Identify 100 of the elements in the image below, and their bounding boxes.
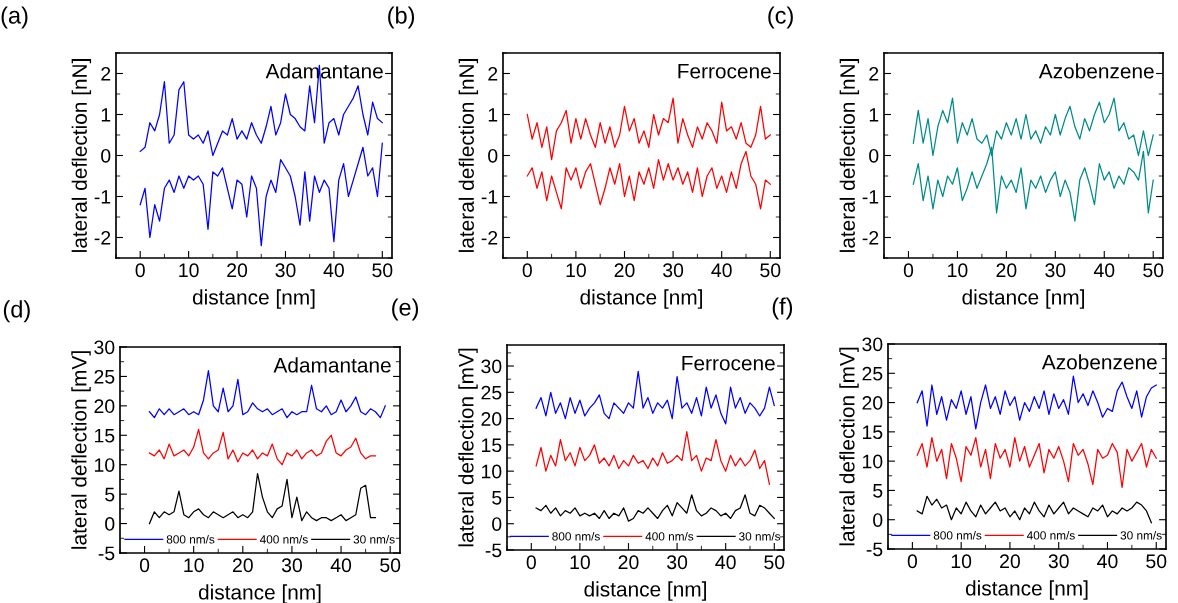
y-axis-title: lateral deflection [nN]: [71, 59, 92, 252]
y-tick-label: 0: [873, 513, 883, 527]
y-tick-label: -1: [94, 190, 111, 204]
line-series: [139, 142, 383, 247]
y-tick-label: 1: [101, 108, 111, 122]
x-tick-label: 10: [948, 263, 968, 278]
x-axis-title: distance [nm]: [962, 289, 1084, 309]
line-series: [526, 150, 771, 210]
x-tick-label: 50: [760, 263, 781, 278]
y-tick-label: 2: [488, 66, 498, 81]
y-tick-label: -5: [485, 543, 502, 558]
x-tick-label: 10: [184, 558, 204, 573]
x-tick-label: 40: [330, 558, 352, 573]
x-tick-label: 30: [281, 558, 302, 573]
y-tick-label: -1: [481, 190, 498, 204]
y-tick-label: 0: [105, 517, 115, 531]
line-series: [535, 494, 775, 522]
y-tick-label: 10: [95, 458, 115, 472]
y-axis-title: lateral deflection [mV]: [71, 351, 91, 549]
x-axis-title: distance [nm]: [584, 581, 706, 601]
x-tick-label: 0: [526, 555, 536, 570]
x-tick-label: 20: [1000, 554, 1020, 569]
x-tick-label: 0: [522, 263, 532, 278]
annotation: Ferrocene: [678, 64, 771, 79]
y-tick-label: 30: [481, 359, 502, 374]
y-tick-label: 10: [863, 454, 883, 469]
y-axis-title: lateral deflection [nN]: [458, 59, 479, 252]
text: (a): [1, 6, 28, 29]
x-tick-label: 30: [1048, 554, 1069, 569]
x-tick-label: 40: [711, 263, 732, 278]
x-tick-label: 10: [951, 554, 972, 569]
y-tick-label: 0: [101, 148, 111, 163]
y-tick-label: 20: [481, 412, 502, 426]
y-tick-label: 0: [492, 517, 502, 531]
y-tick-label: -1: [862, 190, 879, 204]
line-series: [916, 375, 1157, 430]
annotation: Ferrocene: [682, 356, 775, 371]
x-tick-label: 20: [227, 263, 248, 278]
line-series: [916, 495, 1152, 524]
x-tick-label: 30: [275, 263, 296, 278]
legend-label: 800 nm/s: [933, 530, 982, 540]
y-tick-label: 20: [94, 399, 115, 414]
text: (c): [768, 6, 793, 29]
annotation: Azobenzene: [1041, 354, 1157, 370]
line-series: [535, 431, 771, 485]
x-tick-label: 20: [996, 263, 1017, 278]
line-series: [148, 472, 377, 525]
x-axis-title: distance [nm]: [192, 289, 315, 309]
y-tick-label: -5: [866, 542, 883, 557]
y-tick-label: 1: [488, 108, 498, 122]
y-tick-label: 5: [492, 491, 502, 505]
y-tick-label: 0: [488, 148, 498, 163]
x-tick-label: 0: [135, 263, 145, 278]
y-tick-label: -5: [98, 546, 115, 561]
x-tick-label: 0: [907, 554, 918, 569]
x-tick-label: 50: [1143, 263, 1164, 278]
y-tick-label: -2: [94, 230, 111, 245]
x-tick-label: 0: [139, 558, 150, 573]
x-tick-label: 40: [715, 555, 736, 570]
y-tick-label: 5: [105, 487, 115, 502]
x-tick-label: 50: [380, 558, 401, 573]
annotation: Azobenzene: [1038, 63, 1154, 79]
y-tick-label: 2: [101, 66, 111, 81]
x-tick-label: 40: [323, 263, 344, 278]
x-tick-label: 30: [667, 555, 688, 570]
legend-label: 400 nm/s: [259, 534, 308, 544]
line-series: [148, 428, 377, 466]
text: (b): [388, 6, 415, 29]
y-tick-label: 30: [94, 340, 115, 355]
legend-label: 400 nm/s: [1026, 530, 1075, 540]
y-tick-label: 0: [869, 148, 879, 163]
y-tick-label: 30: [862, 337, 883, 352]
x-axis-title: distance [nm]: [965, 580, 1088, 600]
x-tick-label: 20: [618, 555, 639, 570]
text: (e): [392, 298, 419, 321]
x-tick-label: 10: [566, 263, 586, 278]
text: (f): [772, 297, 793, 320]
x-tick-label: 40: [1093, 263, 1115, 278]
x-tick-label: 50: [764, 555, 785, 570]
x-tick-label: 50: [372, 263, 393, 278]
line-series: [916, 437, 1157, 489]
x-tick-label: 30: [1045, 263, 1066, 278]
y-tick-label: 20: [862, 396, 883, 410]
line-series: [535, 370, 775, 425]
y-tick-label: 15: [863, 425, 883, 440]
line-series: [526, 97, 771, 161]
legend-label: 30 nm/s: [739, 531, 781, 541]
x-tick-label: 0: [903, 263, 914, 278]
y-axis-title: lateral deflection [mV]: [458, 348, 478, 547]
y-tick-label: 10: [482, 464, 502, 479]
x-axis-title: distance [nm]: [580, 289, 702, 309]
legend-label: 30 nm/s: [353, 534, 395, 544]
x-tick-label: 10: [570, 555, 590, 570]
x-tick-label: 50: [1146, 554, 1167, 569]
y-tick-label: 25: [862, 366, 883, 381]
legend-label: 800 nm/s: [166, 534, 215, 544]
y-tick-label: -2: [481, 230, 498, 245]
y-tick-label: 25: [481, 385, 502, 400]
y-tick-label: 15: [95, 428, 115, 443]
line-series: [139, 64, 383, 157]
